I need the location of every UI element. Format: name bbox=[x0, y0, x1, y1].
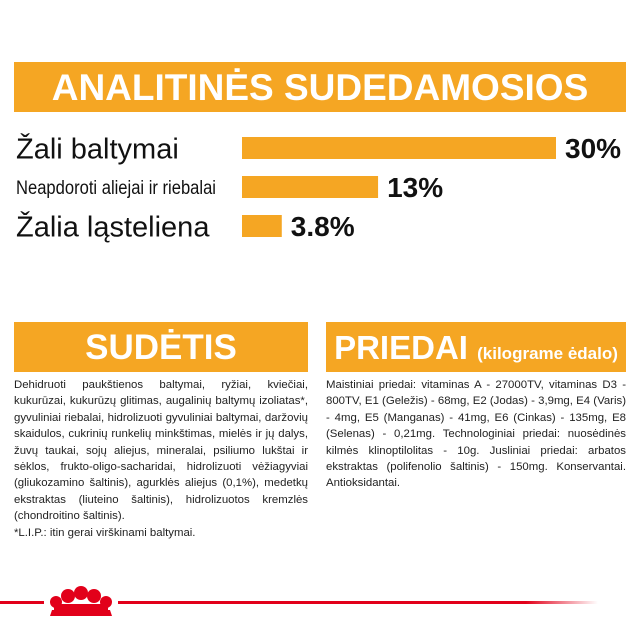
category-label: Žalia ląsteliena bbox=[16, 210, 210, 243]
section-header: PRIEDAI (kilograme ėdalo) bbox=[326, 322, 626, 372]
section-title: PRIEDAI bbox=[334, 329, 468, 366]
bar bbox=[242, 176, 379, 198]
crown bbox=[50, 586, 112, 616]
footnote: *L.I.P.: itin gerai virškinami baltymai. bbox=[14, 526, 196, 539]
bar bbox=[242, 215, 282, 237]
section-body: Dehidruoti paukštienos baltymai, ryžiai,… bbox=[14, 377, 308, 541]
category-label: Neapdoroti aliejai ir riebalai bbox=[16, 178, 216, 199]
chart: Žali baltymai 30% Neapdoroti aliejai ir ri… bbox=[16, 132, 621, 243]
paragraph: Maistiniai priedai: vitaminas A - 27000T… bbox=[326, 379, 626, 490]
section-title: SUDĖTIS bbox=[14, 322, 308, 372]
chart-title: ANALITINĖS SUDEDAMOSIOS DALYS bbox=[14, 62, 626, 160]
section-subtitle: (kilograme ėdalo) bbox=[477, 344, 618, 363]
value-label: 13% bbox=[387, 172, 443, 203]
rule bbox=[0, 601, 44, 604]
value-label: 3.8% bbox=[291, 211, 355, 242]
category-label: Žali baltymai bbox=[16, 132, 179, 165]
bar bbox=[242, 137, 556, 159]
paragraph: Dehidruoti paukštienos baltymai, ryžiai,… bbox=[14, 379, 308, 523]
value-label: 30% bbox=[565, 133, 621, 164]
rule bbox=[118, 601, 598, 604]
footer-logo bbox=[0, 586, 598, 616]
